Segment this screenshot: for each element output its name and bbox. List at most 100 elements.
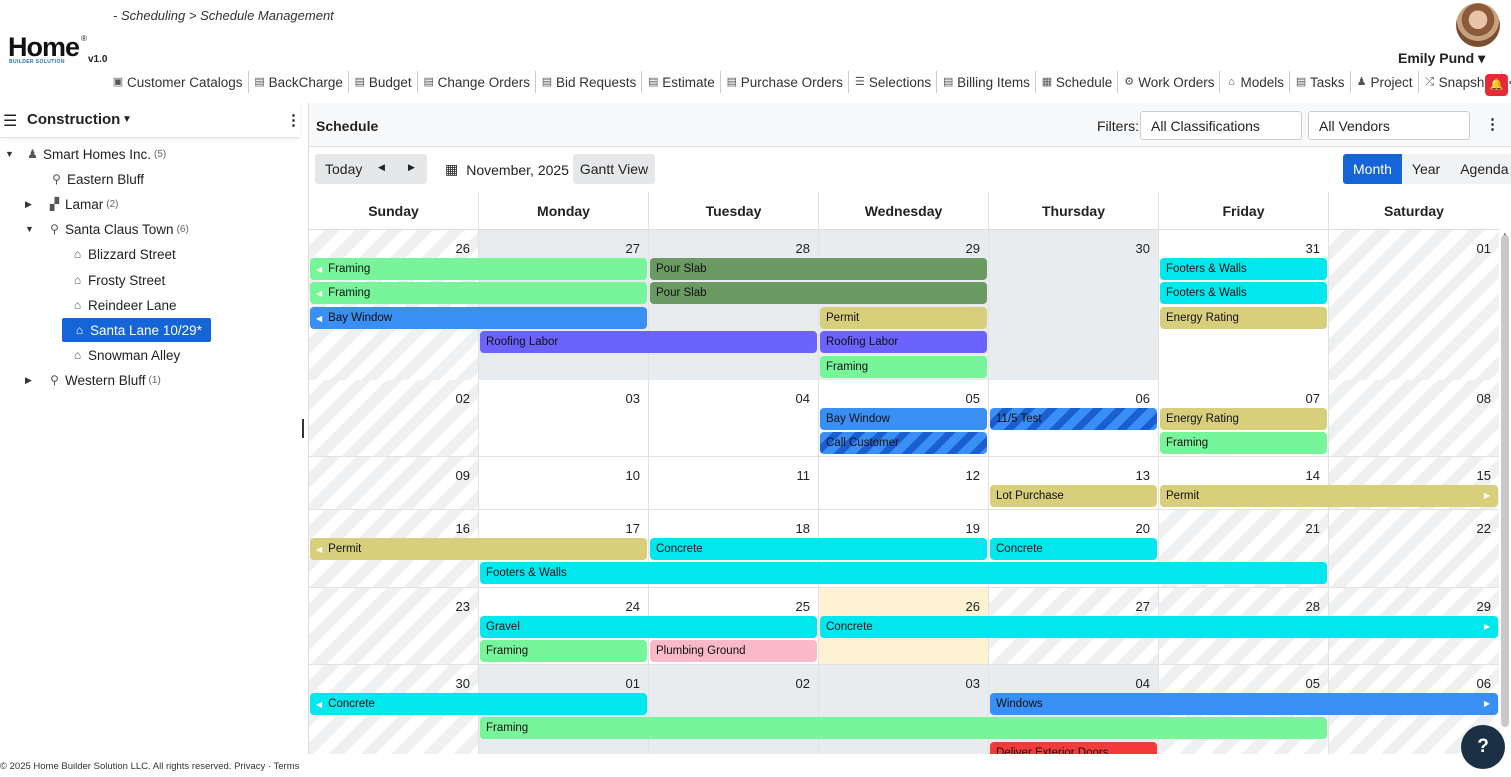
sidebar-kebab-icon[interactable]: ⋮ <box>286 112 301 129</box>
day-number[interactable]: 06 <box>1476 676 1491 691</box>
schedule-kebab-icon[interactable]: ⋮ <box>1485 116 1500 133</box>
day-number[interactable]: 30 <box>455 676 470 691</box>
day-cell[interactable]: 30 <box>989 230 1159 381</box>
day-number[interactable]: 13 <box>1135 468 1150 483</box>
day-number[interactable]: 15 <box>1476 468 1491 483</box>
agenda-view-button[interactable]: Agenda <box>1450 154 1511 184</box>
day-number[interactable]: 20 <box>1135 521 1150 536</box>
day-cell[interactable]: 26 <box>309 230 479 381</box>
scroll-up-icon[interactable]: ▲ <box>1501 230 1509 239</box>
year-view-button[interactable]: Year <box>1401 154 1451 184</box>
event-permit[interactable]: ◀ Permit <box>310 538 647 560</box>
day-number[interactable]: 09 <box>455 468 470 483</box>
event-windows[interactable]: Windows ▶ <box>990 693 1498 715</box>
event-footers-walls[interactable]: Footers & Walls <box>480 562 1327 585</box>
nav-customer-catalogs[interactable]: ▣ Customer Catalogs <box>110 71 248 93</box>
nav-tasks[interactable]: ▤ Tasks <box>1289 71 1350 93</box>
event-framing[interactable]: ◀ Framing <box>310 282 647 305</box>
day-number[interactable]: 29 <box>965 241 980 256</box>
event-roofing-labor[interactable]: Roofing Labor <box>820 331 987 354</box>
day-number[interactable]: 23 <box>455 599 470 614</box>
user-menu[interactable]: Emily Pund ▾ <box>1398 50 1486 66</box>
gantt-view-button[interactable]: Gantt View <box>573 154 655 184</box>
day-number[interactable]: 26 <box>455 241 470 256</box>
day-number[interactable]: 03 <box>625 391 640 406</box>
event-permit[interactable]: Permit <box>820 306 987 329</box>
day-number[interactable]: 05 <box>1305 676 1320 691</box>
day-number[interactable]: 16 <box>455 521 470 536</box>
event-framing[interactable]: Framing <box>820 355 987 378</box>
day-number[interactable]: 25 <box>795 599 810 614</box>
day-number[interactable]: 21 <box>1305 521 1320 536</box>
day-number[interactable]: 07 <box>1305 391 1320 406</box>
day-number[interactable]: 12 <box>965 468 980 483</box>
day-cell[interactable]: 01 <box>1329 230 1499 381</box>
day-cell[interactable]: 23 <box>309 588 479 665</box>
event-bay-window[interactable]: ◀ Bay Window <box>310 306 647 329</box>
prev-month-icon[interactable]: ◀ <box>378 162 385 172</box>
event-deliver-exterior-doors[interactable]: Deliver Exterior Doors <box>990 741 1157 754</box>
day-number[interactable]: 01 <box>1476 241 1491 256</box>
day-number[interactable]: 11 <box>796 468 811 483</box>
event-pour-slab[interactable]: Pour Slab <box>650 258 987 280</box>
day-number[interactable]: 05 <box>965 391 980 406</box>
next-month-icon[interactable]: ▶ <box>408 162 415 172</box>
day-cell[interactable]: 31 <box>1159 230 1329 381</box>
event-permit[interactable]: Permit ▶ <box>1160 485 1498 507</box>
terms-link[interactable]: Terms <box>273 761 300 772</box>
event-concrete[interactable]: Concrete ▶ <box>820 616 1498 638</box>
day-cell[interactable]: 27 <box>479 230 649 381</box>
day-cell[interactable]: 04 <box>649 380 819 457</box>
tree-item-western-bluff[interactable]: ▶ ⚲ Western Bluff (1) <box>25 370 161 390</box>
tree-item-snowman-alley[interactable]: ⌂ Snowman Alley <box>70 345 180 365</box>
event-gravel[interactable]: Gravel <box>480 616 817 638</box>
day-number[interactable]: 14 <box>1305 468 1320 483</box>
day-cell[interactable]: 09 <box>309 457 479 510</box>
tree-item-blizzard-street[interactable]: ⌂ Blizzard Street <box>70 244 176 264</box>
tree-item-lamar[interactable]: ▶ ▞ Lamar (2) <box>25 194 119 214</box>
day-number[interactable]: 17 <box>625 521 640 536</box>
panel-splitter-handle[interactable] <box>302 419 304 438</box>
event-footers-walls[interactable]: Footers & Walls <box>1160 258 1327 280</box>
day-number[interactable]: 24 <box>625 599 640 614</box>
day-cell[interactable]: 03 <box>819 665 989 754</box>
day-number[interactable]: 08 <box>1476 391 1491 406</box>
day-number[interactable]: 27 <box>1135 599 1150 614</box>
event-energy-rating[interactable]: Energy Rating <box>1160 306 1327 329</box>
nav-purchase-orders[interactable]: ▤ Purchase Orders <box>719 71 848 93</box>
day-cell[interactable]: 10 <box>479 457 649 510</box>
day-number[interactable]: 31 <box>1305 241 1320 256</box>
nav-bid-requests[interactable]: ▤ Bid Requests <box>534 71 641 93</box>
day-cell[interactable]: 02 <box>309 380 479 457</box>
tree-item-santa-lane-selected[interactable]: ⌂ Santa Lane 10/29* <box>62 318 211 342</box>
day-number[interactable]: 28 <box>1305 599 1320 614</box>
event-framing[interactable]: Framing <box>480 717 1327 740</box>
event-plumbing-ground[interactable]: Plumbing Ground <box>650 640 817 663</box>
day-cell[interactable]: 08 <box>1329 380 1499 457</box>
day-number[interactable]: 28 <box>795 241 810 256</box>
event-footers-walls[interactable]: Footers & Walls <box>1160 282 1327 305</box>
collapse-toggle-icon[interactable]: ▼ <box>5 149 14 159</box>
day-cell[interactable]: 03 <box>479 380 649 457</box>
nav-project[interactable]: ♟ Project <box>1349 71 1418 93</box>
event-roofing-labor[interactable]: Roofing Labor <box>480 331 817 354</box>
logo[interactable]: Home BUILDER SOLUTION ® v1.0 <box>8 34 108 68</box>
caret-down-icon[interactable]: ▼ <box>122 114 132 125</box>
tree-item-eastern-bluff[interactable]: ⚲ Eastern Bluff <box>49 169 144 189</box>
help-button[interactable]: ? <box>1461 725 1505 769</box>
sidebar-title[interactable]: Construction <box>27 111 121 128</box>
event-pour-slab[interactable]: Pour Slab <box>650 282 987 305</box>
nav-backcharge[interactable]: ▤ BackCharge <box>247 71 348 93</box>
nav-budget[interactable]: ▤ Budget <box>347 71 417 93</box>
day-number[interactable]: 02 <box>455 391 470 406</box>
event-concrete[interactable]: Concrete <box>650 538 987 560</box>
day-number[interactable]: 26 <box>965 599 980 614</box>
nav-estimate[interactable]: ▤ Estimate <box>641 71 720 93</box>
day-cell[interactable]: 12 <box>819 457 989 510</box>
day-cell[interactable]: 28 <box>649 230 819 381</box>
nav-models[interactable]: ⌂ Models <box>1219 71 1289 93</box>
today-button[interactable]: Today <box>325 161 363 177</box>
month-picker[interactable]: ▦ November, 2025 <box>445 161 569 178</box>
collapse-toggle-icon[interactable]: ▼ <box>25 224 34 234</box>
event-concrete[interactable]: ◀ Concrete <box>310 693 647 715</box>
